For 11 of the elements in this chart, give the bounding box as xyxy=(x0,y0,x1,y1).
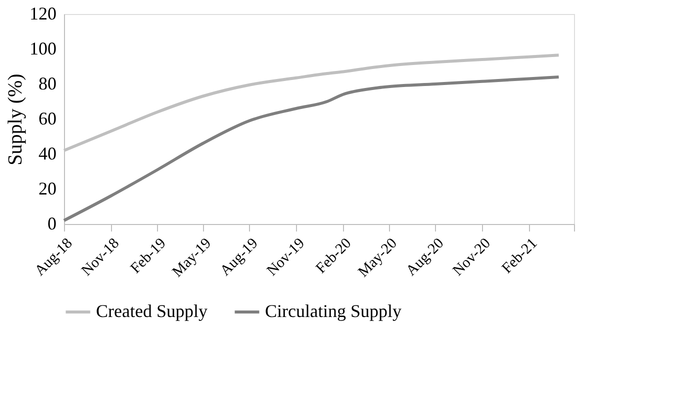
legend-label: Circulating Supply xyxy=(265,301,402,321)
y-tick-label: 60 xyxy=(38,108,56,128)
legend-label: Created Supply xyxy=(96,301,208,321)
y-tick-label: 100 xyxy=(30,38,56,58)
y-axis-title: Supply (%) xyxy=(4,74,26,166)
line-series xyxy=(62,76,560,222)
y-tick-label: 0 xyxy=(48,214,56,234)
y-tick-label: 40 xyxy=(38,144,56,164)
y-tick-label: 20 xyxy=(38,178,56,198)
y-tick-label: 120 xyxy=(30,4,56,24)
y-tick-label: 80 xyxy=(38,74,56,94)
